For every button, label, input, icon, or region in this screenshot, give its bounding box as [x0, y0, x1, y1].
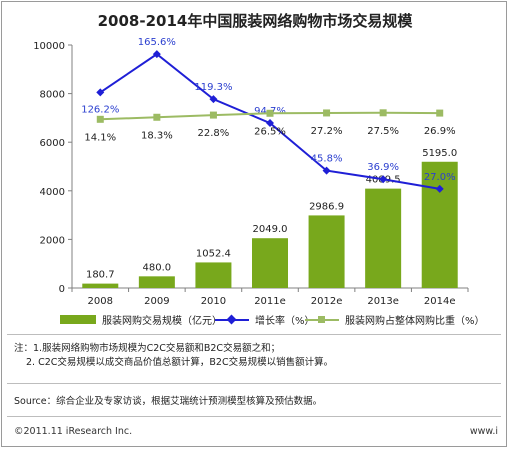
legend-item-growth: 增长率（%）	[215, 312, 315, 327]
bar-value-label: 1052.4	[196, 248, 231, 259]
share-value-label: 18.3%	[141, 130, 173, 141]
share-value-label: 22.8%	[198, 128, 230, 139]
growth-point	[435, 184, 444, 193]
legend-item-bar: 服装网购交易规模（亿元）	[60, 312, 222, 327]
growth-point	[266, 119, 274, 128]
bar	[308, 215, 345, 288]
note-line-1: 注：1.服装网络购物市场规模为C2C交易额和B2C交易额之和；	[14, 343, 281, 354]
bar-value-label: 2049.0	[253, 224, 288, 235]
share-point	[209, 111, 217, 119]
share-point	[379, 109, 387, 117]
growth-value-label: 45.8%	[311, 154, 343, 165]
growth-point	[152, 50, 161, 59]
y-tick-label: 8000	[40, 90, 65, 101]
growth-value-label: 27.0%	[424, 172, 456, 183]
growth-value-label: 119.3%	[194, 82, 232, 93]
share-point	[96, 115, 104, 123]
x-tick-label: 2009	[144, 296, 169, 307]
copyright: ©2011.11 iResearch Inc.	[14, 426, 133, 437]
legend-label-growth: 增长率（%）	[255, 316, 315, 327]
bar	[252, 238, 288, 288]
growth-value-label: 36.9%	[367, 162, 399, 173]
bar	[138, 276, 175, 288]
bar	[195, 262, 232, 288]
bar-value-label: 180.7	[86, 270, 115, 281]
growth-point	[322, 166, 331, 175]
legend-label-bar: 服装网购交易规模（亿元）	[102, 316, 222, 327]
growth-value-label: 126.2%	[81, 104, 119, 115]
share-value-label: 27.5%	[367, 126, 399, 137]
share-value-label: 26.5%	[254, 126, 286, 137]
x-tick-label: 2014e	[424, 296, 456, 307]
y-tick-label: 6000	[40, 138, 65, 149]
x-tick-label: 2011e	[254, 296, 286, 307]
chart-legend: 服装网购交易规模（亿元） 增长率（%） 服装网购占整体网购比重（%）	[0, 312, 510, 330]
bar	[82, 283, 119, 288]
x-tick-label: 2008	[88, 296, 113, 307]
legend-swatch-share	[305, 315, 339, 324]
growth-point	[379, 175, 388, 184]
bar-value-label: 480.0	[143, 262, 172, 273]
notes: 注：1.服装网络购物市场规模为C2C交易额和B2C交易额之和； 2. C2C交易…	[14, 342, 333, 370]
share-value-label: 14.1%	[84, 132, 116, 143]
legend-swatch-bar	[60, 315, 96, 324]
note-line-2: 2. C2C交易规模以成交商品价值总额计算，B2C交易规模以销售额计算。	[26, 357, 334, 368]
divider	[7, 416, 501, 417]
share-point	[323, 109, 331, 117]
x-tick-label: 2012e	[311, 296, 343, 307]
y-tick-label: 10000	[33, 41, 65, 52]
share-point	[436, 109, 444, 117]
bar-value-label: 2986.9	[309, 201, 344, 212]
bar-value-label: 5195.0	[422, 148, 457, 159]
footer-url[interactable]: www.i	[469, 426, 498, 437]
chart-plot: 0 2000 4000 6000 8000 10000 180.7 480.0 1052.4 20…	[33, 37, 469, 307]
growth-point	[209, 95, 218, 104]
chart-title: 2008-2014年中国服装网络购物市场交易规模	[97, 12, 413, 30]
share-point	[266, 109, 274, 117]
bar	[421, 161, 458, 288]
divider	[7, 383, 501, 384]
growth-value-label: 165.6%	[138, 37, 176, 48]
legend-swatch-growth	[215, 314, 249, 325]
legend-label-share: 服装网购占整体网购比重（%）	[345, 316, 485, 327]
x-tick-label: 2013e	[367, 296, 399, 307]
growth-point	[96, 88, 105, 97]
divider	[7, 334, 501, 335]
legend-item-share: 服装网购占整体网购比重（%）	[305, 312, 485, 327]
share-point	[153, 113, 161, 121]
share-value-label: 27.2%	[311, 126, 343, 137]
y-tick-label: 4000	[40, 187, 65, 198]
y-tick-label: 2000	[40, 235, 65, 246]
share-value-label: 26.9%	[424, 126, 456, 137]
source-text: Source：综合企业及专家访谈，根据艾瑞统计预测模型核算及预估数据。	[14, 396, 323, 407]
x-tick-label: 2010	[201, 296, 226, 307]
y-tick-label: 0	[59, 284, 65, 295]
bar	[365, 188, 402, 288]
